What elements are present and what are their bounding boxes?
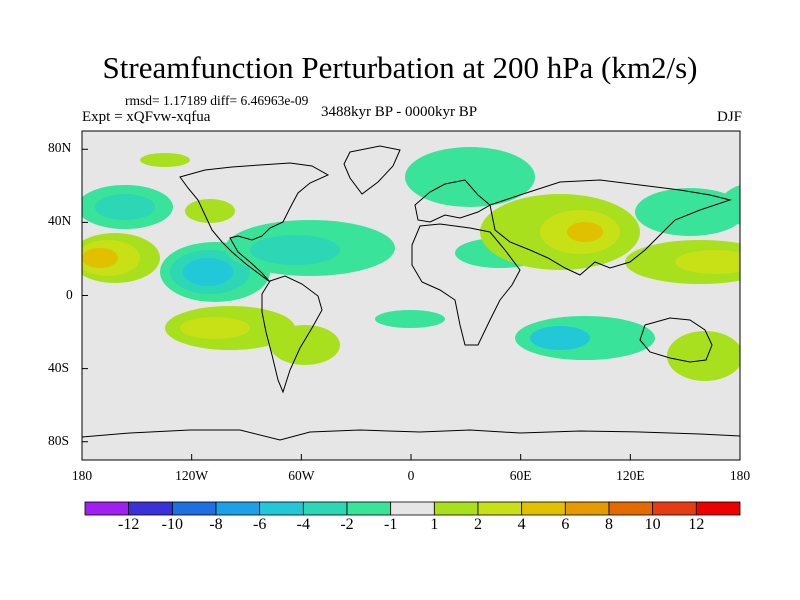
colorbar-label: 1 [430,516,439,533]
colorbar [84,501,741,516]
colorbar-swatch [433,501,479,516]
colorbar-swatch [695,501,741,516]
coast-south-america [261,275,323,394]
coast-north-america [179,162,330,283]
anomaly-tropical-e-pacific-core [183,258,233,286]
anomaly-central-asia-core [567,222,603,242]
anomaly-s-atlantic [375,310,445,328]
anomaly-greenland [405,147,535,207]
x-tick-label: 120W [175,468,209,483]
colorbar-label: 4 [517,516,526,533]
anomaly-n-pacific-far [635,188,740,236]
experiment-label: Expt = xQFvw-xqfua [82,109,211,125]
colorbar-label: 6 [561,516,570,533]
x-tick-label: 120E [616,468,645,483]
y-tick-label: 80S [48,432,70,448]
colorbar-swatch [215,501,261,516]
colorbar-label: -1 [383,516,398,533]
colorbar-label: -8 [209,516,223,533]
plot-title: Streamfunction Perturbation at 200 hPa (… [102,50,698,85]
colorbar-swatch [477,501,523,516]
colorbar-swatch [171,501,217,516]
coast-antarctica [82,429,740,441]
coast-europe [414,179,491,223]
y-tick-label: 40S [48,359,70,375]
anomaly-s-america [270,325,340,365]
anomaly-w-pacific-core [675,250,740,274]
anomaly-s-pacific-core [180,317,250,339]
anomaly-n-pacific-hi [140,153,190,167]
colorbar-swatch [302,501,348,516]
colorbar-swatch [608,501,654,516]
period-label: 3488kyr BP - 0000kyr BP [321,104,478,120]
coastlines [82,145,740,441]
y-tick-label: 0 [66,286,73,302]
colorbar-swatch [564,501,610,516]
colorbar-label: -10 [161,516,183,533]
colorbar-swatch [652,501,697,516]
colorbar-label: 8 [605,516,613,533]
colorbar-swatch [84,501,130,516]
anomaly-n-pacific-far-edge [720,185,740,225]
colorbar-swatch [259,501,304,516]
y-tick-label: 80N [48,140,72,156]
coast-africa [411,223,521,346]
coast-australia [639,317,713,363]
colorbar-label: -2 [340,516,354,533]
anomaly-central-pacific-core [82,248,118,268]
x-tick-label: 0 [407,468,415,483]
coast-asia [489,179,732,276]
axis-ticks [81,148,741,460]
anomaly-n-atlantic-core [250,235,340,265]
anomaly-australia-sw [667,331,740,381]
colorbar-label: 2 [474,516,482,533]
x-tick-label: 180 [71,468,93,483]
colorbar-swatch [128,501,173,516]
y-tick-label: 40N [48,213,72,229]
colorbar-swatch [390,501,435,516]
colorbar-swatch [346,501,392,516]
coast-greenland [343,145,401,195]
x-tick-label: 180 [729,468,751,483]
x-tick-label: 60E [509,468,532,483]
anomaly-n-pacific-ne-core [95,194,155,220]
colorbar-label: -12 [117,516,140,533]
x-tick-label: 60W [288,468,315,483]
anomaly-w-canada [185,199,235,223]
anomaly-fields [82,147,740,381]
colorbar-swatch [521,501,566,516]
colorbar-label: -4 [296,516,310,533]
colorbar-label: 10 [644,516,661,533]
colorbar-label: -6 [252,516,267,533]
anomaly-s-indian-core [530,326,590,350]
rmsd-diff-stats: rmsd= 1.17189 diff= 6.46963e-09 [125,93,309,108]
season-label: DJF [716,109,742,125]
colorbar-label: 12 [688,516,705,533]
